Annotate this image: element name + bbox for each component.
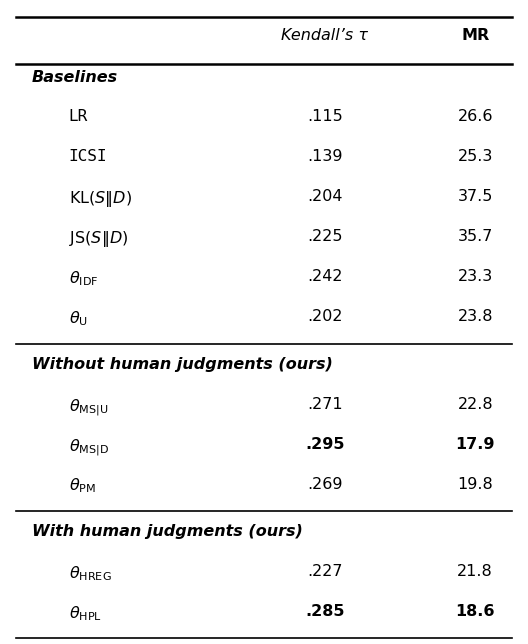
Text: $\theta_{\mathsf{U}}$: $\theta_{\mathsf{U}}$ <box>69 309 88 328</box>
Text: .225: .225 <box>307 229 343 244</box>
Text: .271: .271 <box>307 397 343 412</box>
Text: .285: .285 <box>305 604 344 619</box>
Text: .227: .227 <box>307 564 343 579</box>
Text: LR: LR <box>69 109 88 124</box>
Text: 18.6: 18.6 <box>456 604 495 619</box>
Text: ICSI: ICSI <box>69 149 107 164</box>
Text: $\theta_{\mathsf{MS\vert D}}$: $\theta_{\mathsf{MS\vert D}}$ <box>69 437 109 457</box>
Text: .242: .242 <box>307 269 343 284</box>
Text: Baselines: Baselines <box>32 70 118 84</box>
Text: .295: .295 <box>305 437 344 451</box>
Text: Kendall’s τ: Kendall’s τ <box>281 28 368 43</box>
Text: 37.5: 37.5 <box>458 189 493 204</box>
Text: Without human judgments (ours): Without human judgments (ours) <box>32 357 333 372</box>
Text: With human judgments (ours): With human judgments (ours) <box>32 524 303 539</box>
Text: 23.8: 23.8 <box>457 309 493 324</box>
Text: $\mathrm{KL}(S\|D)$: $\mathrm{KL}(S\|D)$ <box>69 189 131 209</box>
Text: $\theta_{\mathsf{IDF}}$: $\theta_{\mathsf{IDF}}$ <box>69 269 98 288</box>
Text: .115: .115 <box>307 109 343 124</box>
Text: $\theta_{\mathsf{MS\vert U}}$: $\theta_{\mathsf{MS\vert U}}$ <box>69 397 108 417</box>
Text: 25.3: 25.3 <box>458 149 493 164</box>
Text: MR: MR <box>461 28 489 43</box>
Text: 17.9: 17.9 <box>456 437 495 451</box>
Text: $\theta_{\mathsf{HREG}}$: $\theta_{\mathsf{HREG}}$ <box>69 564 111 583</box>
Text: 26.6: 26.6 <box>457 109 493 124</box>
Text: .202: .202 <box>307 309 343 324</box>
Text: 22.8: 22.8 <box>457 397 493 412</box>
Text: .139: .139 <box>307 149 343 164</box>
Text: 19.8: 19.8 <box>457 477 493 491</box>
Text: .269: .269 <box>307 477 343 491</box>
Text: 21.8: 21.8 <box>457 564 493 579</box>
Text: .204: .204 <box>307 189 343 204</box>
Text: $\theta_{\mathsf{PM}}$: $\theta_{\mathsf{PM}}$ <box>69 477 96 495</box>
Text: 23.3: 23.3 <box>458 269 493 284</box>
Text: $\theta_{\mathsf{HPL}}$: $\theta_{\mathsf{HPL}}$ <box>69 604 102 623</box>
Text: 35.7: 35.7 <box>458 229 493 244</box>
Text: $\mathrm{JS}(S\|D)$: $\mathrm{JS}(S\|D)$ <box>69 229 128 249</box>
